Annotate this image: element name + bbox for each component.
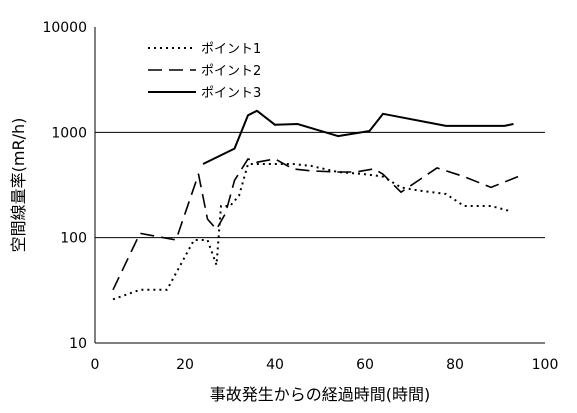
- gridlines: [95, 131, 545, 239]
- x-tick-label: 100: [532, 357, 559, 373]
- y-tick-label: 10000: [42, 20, 87, 36]
- x-tick-label: 60: [356, 357, 374, 373]
- x-tick-label: 20: [176, 357, 194, 373]
- y-axis-title: 空間線量率(mR/h): [9, 118, 28, 253]
- y-tick-label: 10: [69, 336, 87, 352]
- y-tick-label: 100: [60, 231, 87, 247]
- legend-label-2: ポイント2: [201, 64, 261, 79]
- y-tick-label: 1000: [51, 125, 87, 141]
- x-axis-title: 事故発生からの経過時間(時間): [210, 385, 431, 404]
- series-line-2: [112, 158, 519, 291]
- legend-label-3: ポイント3: [201, 86, 261, 101]
- legend-label-1: ポイント1: [201, 42, 261, 57]
- x-tick-label: 0: [91, 357, 100, 373]
- series-line-3: [202, 109, 514, 165]
- series-lines: [112, 109, 519, 301]
- series-line-1: [112, 163, 510, 301]
- y-tick-labels: 10 100 1000 10000: [42, 20, 87, 352]
- x-tick-label: 80: [446, 357, 464, 373]
- legend: ポイント1 ポイント2 ポイント3: [148, 42, 261, 101]
- x-tick-labels: 0 20 40 60 80 100: [91, 357, 559, 373]
- axes: [94, 27, 545, 344]
- x-tick-label: 40: [266, 357, 284, 373]
